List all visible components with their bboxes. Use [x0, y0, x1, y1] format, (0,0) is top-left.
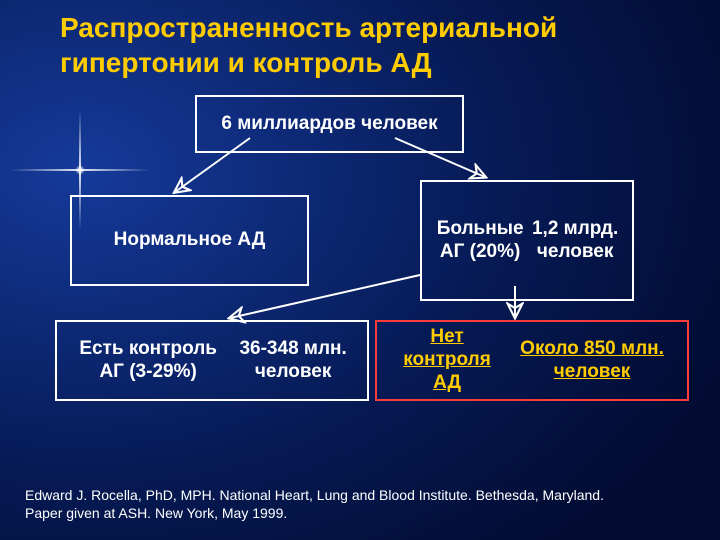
- node-hypertension: Больные АГ (20%)1,2 млрд. человек: [420, 180, 634, 301]
- node-controlled: Есть контроль АГ (3-29%)36-348 млн. чело…: [55, 320, 369, 401]
- node-uncontrolled: Нет контроля АДОколо 850 млн. человек: [375, 320, 689, 401]
- node-root: 6 миллиардов человек: [195, 95, 464, 153]
- citation-line-1: Edward J. Rocella, PhD, MPH. National He…: [25, 487, 690, 505]
- citation-line-2: Paper given at ASH. New York, May 1999.: [25, 505, 690, 523]
- citation: Edward J. Rocella, PhD, MPH. National He…: [25, 487, 690, 522]
- node-normal-bp: Нормальное АД: [70, 195, 309, 286]
- flare-horizontal: [10, 169, 150, 171]
- flare-core: [75, 165, 85, 175]
- slide-title: Распространенность артериальной гипертон…: [60, 10, 690, 80]
